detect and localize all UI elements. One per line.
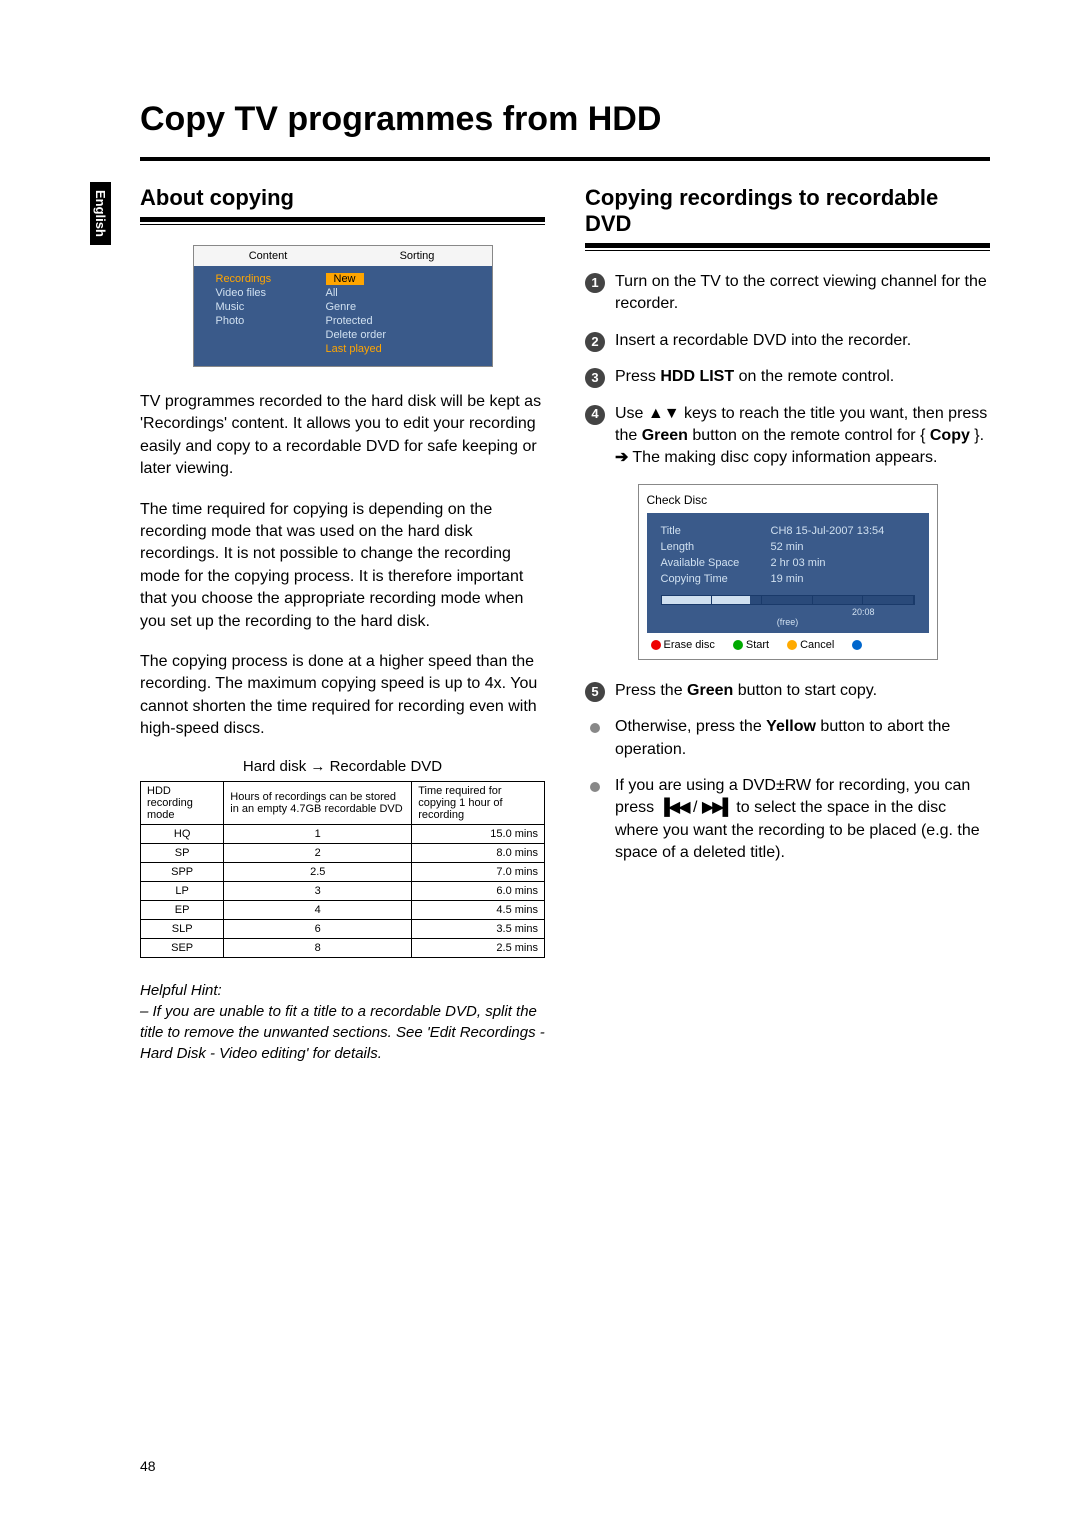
check-disc-panel: Check Disc TitleCH8 15-Jul-2007 13:54Len… [638,484,938,660]
menu-header-content: Content [194,250,343,262]
menu-sort-genre: Genre [326,301,357,313]
check-disc-title: Check Disc [647,493,929,507]
prev-icon: ▐◀◀ [659,799,689,816]
arrow-icon: ➔ [615,449,628,466]
disc-action: Erase disc [651,639,715,651]
bullet-2: If you are using a DVD±RW for recording,… [585,775,990,865]
menu-sort-new: New [326,273,364,285]
progress-value: 20:08 [852,607,875,617]
step-3-text: Press HDD LIST on the remote control. [615,366,990,388]
check-disc-footer: Erase disc Start Cancel [647,633,929,651]
bullet-2-text: If you are using a DVD±RW for recording,… [615,775,990,865]
para-1: TV programmes recorded to the hard disk … [140,391,545,481]
th-hours: Hours of recordings can be stored in an … [224,782,412,825]
menu-content-video: Video files [216,287,326,299]
step-1-text: Turn on the TV to the correct viewing ch… [615,271,990,316]
table-row: SP28.0 mins [141,844,545,863]
table-caption: Hard disk → Recordable DVD [140,758,545,775]
title-rule [140,157,990,161]
progress-free-label: (free) [661,617,915,627]
th-mode: HDD recording mode [141,782,224,825]
check-disc-row: Available Space2 hr 03 min [661,555,915,571]
step-5: 5Press the Green button to start copy. [585,680,990,702]
bullet-1: Otherwise, press the Yellow button to ab… [585,716,990,761]
menu-sort-lastplayed: Last played [326,343,382,355]
table-row: EP44.5 mins [141,901,545,920]
menu-content-recordings: Recordings [216,273,326,285]
progress-bar [661,595,915,605]
page-number: 48 [140,1458,156,1474]
table-row: SLP63.5 mins [141,920,545,939]
menu-sort-delete: Delete order [326,329,387,341]
about-copying-heading: About copying [140,185,545,211]
step-1: 1Turn on the TV to the correct viewing c… [585,271,990,316]
content-sorting-menu: Content Sorting RecordingsNew Video file… [193,245,493,367]
table-row: SEP82.5 mins [141,939,545,958]
menu-sort-protected: Protected [326,315,373,327]
menu-content-photo: Photo [216,315,326,327]
helpful-hint: Helpful Hint: – If you are unable to fit… [140,980,545,1064]
language-tab: English [90,182,111,245]
hint-label: Helpful Hint: [140,980,545,1001]
left-column: About copying Content Sorting Recordings… [140,185,545,1064]
disc-action [852,639,865,651]
table-row: SPP2.57.0 mins [141,863,545,882]
para-3: The copying process is done at a higher … [140,651,545,741]
check-disc-row: Length52 min [661,539,915,555]
para-2: The time required for copying is dependi… [140,499,545,633]
th-time: Time required for copying 1 hour of reco… [412,782,545,825]
disc-action: Start [733,639,769,651]
check-disc-row: Copying Time19 min [661,571,915,587]
recording-modes-table: HDD recording mode Hours of recordings c… [140,781,545,958]
hint-text: – If you are unable to fit a title to a … [140,1001,545,1064]
check-disc-row: TitleCH8 15-Jul-2007 13:54 [661,523,915,539]
table-row: LP36.0 mins [141,882,545,901]
step-3: 3Press HDD LIST on the remote control. [585,366,990,388]
next-icon: ▶▶▌ [702,799,732,816]
page-title: Copy TV programmes from HDD [140,100,990,139]
right-column: Copying recordings to recordable DVD 1Tu… [585,185,990,1064]
step-4: 4 Use ▲▼ keys to reach the title you wan… [585,403,990,470]
copying-recordings-heading: Copying recordings to recordable DVD [585,185,990,237]
step-5-text: Press the Green button to start copy. [615,680,990,702]
step-4-text: Use ▲▼ keys to reach the title you want,… [615,403,990,470]
step-2: 2Insert a recordable DVD into the record… [585,330,990,352]
menu-header-sorting: Sorting [343,250,492,262]
menu-sort-all: All [326,287,338,299]
step-2-text: Insert a recordable DVD into the recorde… [615,330,990,352]
menu-content-music: Music [216,301,326,313]
table-row: HQ115.0 mins [141,825,545,844]
disc-action: Cancel [787,639,834,651]
bullet-1-text: Otherwise, press the Yellow button to ab… [615,716,990,761]
